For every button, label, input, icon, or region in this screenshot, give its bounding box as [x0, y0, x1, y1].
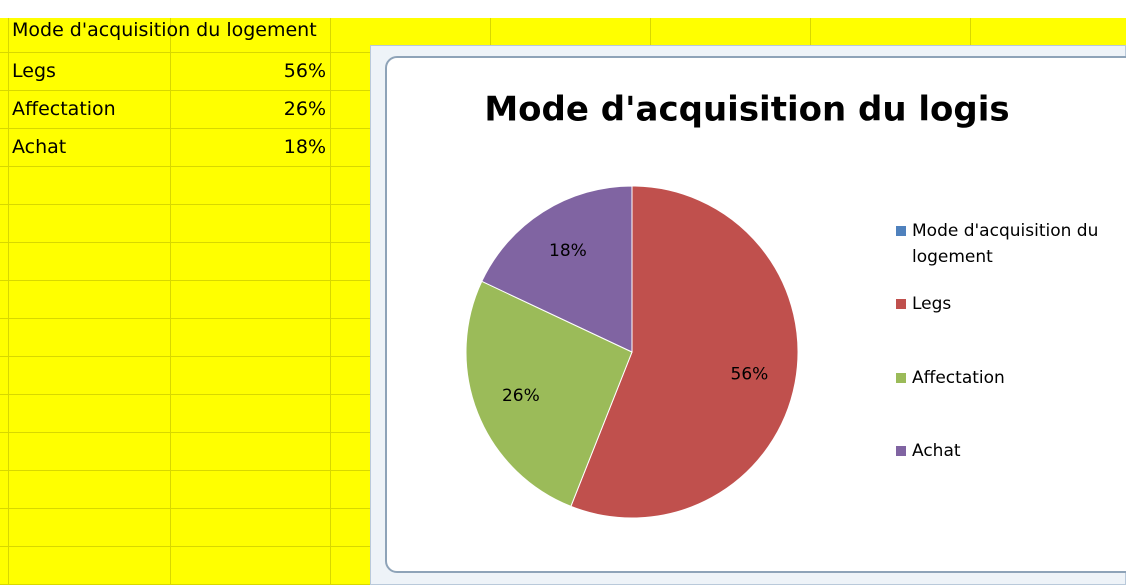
legend-entry: Achat [896, 438, 1126, 464]
pie-slice [570, 185, 799, 519]
chart: Mode d'acquisition du logis 56% 26% 18% [465, 90, 1010, 519]
cell: 56% [283, 60, 326, 82]
data-label: 18% [549, 241, 587, 261]
legend-swatch [896, 299, 906, 309]
data-label: 26% [502, 386, 540, 406]
column-line [170, 18, 171, 585]
cell: Achat [12, 136, 67, 158]
pie-slice [465, 280, 633, 507]
legend-entry: Affectation [896, 365, 1126, 391]
column-line [8, 18, 9, 585]
legend-label: Mode d'acquisition du logement [912, 221, 1099, 267]
legend-label: Achat [912, 441, 961, 461]
cell: 26% [283, 98, 326, 120]
legend-entry: Mode d'acquisition du logement [896, 218, 1112, 270]
cell: Affectation [12, 98, 116, 120]
pie-slice [481, 185, 633, 353]
legend-label: Affectation [912, 367, 1005, 388]
legend-entry: Legs [896, 291, 1126, 317]
cell: 18% [283, 136, 326, 158]
data-label: 56% [731, 364, 769, 384]
column-line [330, 18, 331, 585]
legend-swatch [896, 372, 906, 383]
cell: Mode d'acquisition du logement [12, 19, 317, 41]
chart-area: Mode d'acquisition du logis 56% 26% 18% Mo… [385, 56, 1126, 573]
legend-swatch [896, 226, 906, 236]
legend-label: Legs [912, 294, 952, 314]
chart-title: Mode d'acquisition du logis [484, 90, 1009, 130]
legend-swatch [896, 446, 906, 456]
chart-frame[interactable]: Mode d'acquisition du logis 56% 26% 18% Mo… [370, 45, 1126, 585]
cell: Legs [12, 60, 56, 82]
